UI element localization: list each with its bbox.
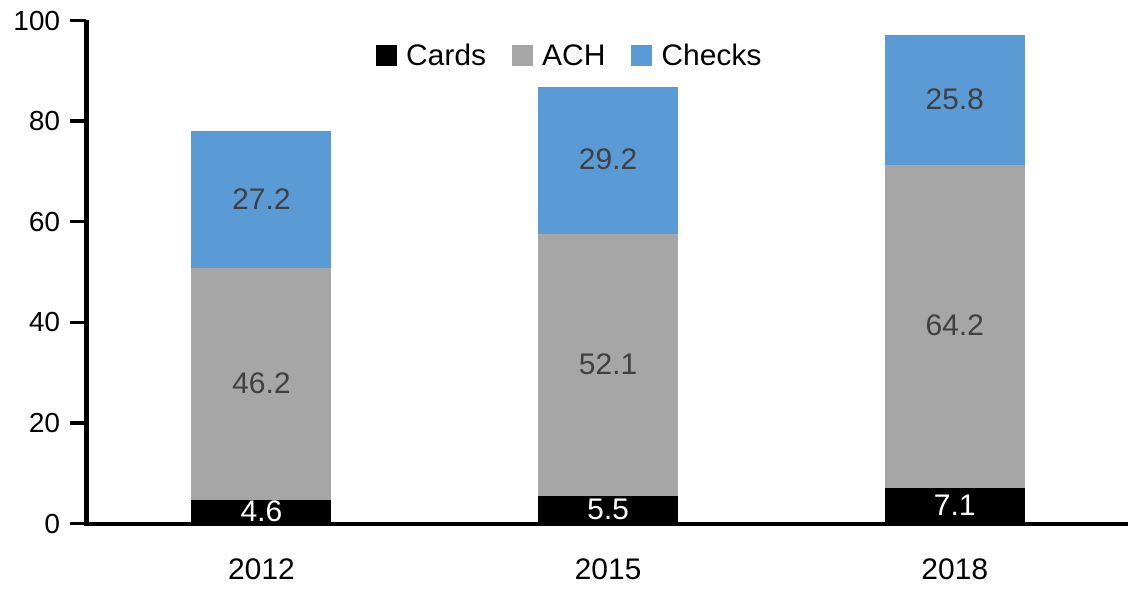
y-tick	[70, 320, 86, 325]
bar-value-label-cards-2012: 4.6	[240, 494, 283, 528]
legend-label-checks: Checks	[661, 39, 762, 72]
y-tick-label: 60	[28, 205, 60, 237]
x-category-label-2012: 2012	[227, 553, 295, 586]
y-tick-label: 80	[28, 105, 60, 137]
y-tick-label: 40	[28, 306, 60, 338]
bar-segment-ach-2012	[191, 267, 332, 501]
x-axis-line	[84, 521, 1128, 526]
y-tick	[70, 521, 86, 526]
bar-value-label-checks-2018: 25.8	[925, 82, 984, 116]
x-category-label-2015: 2015	[574, 553, 642, 586]
bar-value-label-checks-2012: 27.2	[232, 182, 291, 216]
bar-segment-checks-2018	[884, 35, 1025, 165]
legend-label-ach: ACH	[542, 39, 606, 72]
bar-segment-ach-2015	[538, 233, 678, 496]
bar-segment-cards-2018	[884, 487, 1025, 524]
y-tick-label: 20	[28, 406, 60, 438]
bar-value-label-ach-2015: 52.1	[578, 347, 638, 381]
bar-segment-ach-2018	[884, 164, 1025, 488]
bar-segment-checks-2015	[538, 86, 678, 234]
chart-legend: Cards ACH Checks	[376, 40, 761, 71]
legend-item-ach: ACH	[512, 40, 605, 71]
legend-item-checks: Checks	[631, 40, 761, 71]
legend-swatch-cards	[376, 45, 397, 66]
legend-item-cards: Cards	[376, 40, 486, 71]
y-axis-line	[84, 20, 89, 526]
bar-value-label-ach-2018: 64.2	[925, 309, 984, 343]
bar-segment-checks-2012	[191, 131, 332, 268]
legend-label-cards: Cards	[406, 39, 487, 72]
y-tick	[70, 119, 86, 123]
y-tick	[70, 219, 86, 224]
y-tick	[70, 421, 86, 425]
y-tick-label: 100	[13, 4, 60, 36]
bar-value-label-cards-2015: 5.5	[587, 492, 629, 526]
bar-value-label-cards-2018: 7.1	[933, 488, 976, 522]
legend-swatch-ach	[512, 45, 534, 66]
bar-value-label-checks-2015: 29.2	[578, 143, 638, 177]
bar-segment-cards-2012	[191, 500, 332, 524]
bar-segment-cards-2015	[538, 495, 678, 524]
y-tick-label: 0	[44, 507, 60, 539]
y-tick	[70, 18, 86, 23]
x-category-label-2018: 2018	[921, 553, 989, 586]
legend-swatch-checks	[631, 45, 653, 66]
bar-value-label-ach-2012: 46.2	[232, 367, 291, 401]
